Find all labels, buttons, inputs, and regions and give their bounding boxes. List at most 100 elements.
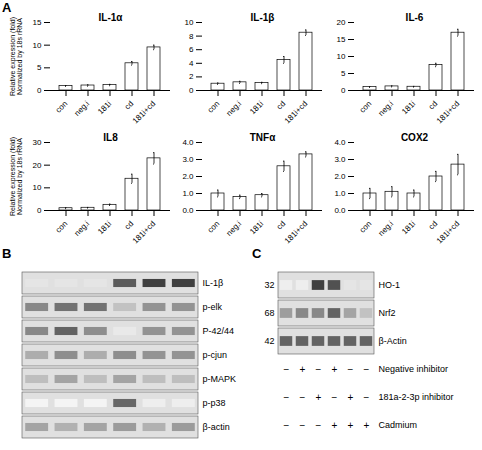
svg-text:0: 0	[37, 86, 42, 95]
svg-text:neg.i: neg.i	[225, 99, 244, 118]
svg-text:TNFα: TNFα	[250, 132, 276, 143]
svg-text:IL8: IL8	[103, 132, 118, 143]
svg-text:neg.i: neg.i	[73, 99, 92, 118]
svg-text:181i: 181i	[96, 99, 113, 116]
svg-text:4: 4	[189, 59, 194, 68]
svg-text:cd: cd	[275, 99, 287, 111]
svg-text:6: 6	[189, 45, 194, 54]
svg-text:1.0: 1.0	[182, 189, 194, 198]
svg-text:10: 10	[185, 18, 194, 27]
svg-text:con: con	[358, 99, 373, 114]
svg-text:2: 2	[189, 72, 194, 81]
svg-text:neg.i: neg.i	[377, 219, 396, 238]
svg-text:neg.i: neg.i	[73, 219, 92, 238]
svg-text:5: 5	[37, 63, 42, 72]
svg-text:con: con	[206, 99, 221, 114]
svg-text:10: 10	[337, 52, 346, 61]
svg-text:8: 8	[189, 32, 194, 41]
svg-text:con: con	[54, 219, 69, 234]
svg-text:2.0: 2.0	[182, 172, 194, 181]
svg-text:15: 15	[33, 18, 42, 27]
svg-text:0: 0	[189, 86, 194, 95]
svg-text:P-42/44: P-42/44	[203, 326, 235, 336]
svg-text:IL-1α: IL-1α	[99, 12, 124, 23]
svg-text:3.0: 3.0	[182, 155, 194, 164]
svg-text:−: −	[284, 364, 290, 375]
svg-text:+: +	[332, 364, 338, 375]
svg-text:cd: cd	[123, 219, 135, 231]
svg-text:neg.i: neg.i	[225, 219, 244, 238]
svg-text:cd: cd	[275, 219, 287, 231]
svg-text:1.0: 1.0	[334, 189, 346, 198]
svg-text:−: −	[284, 420, 290, 431]
svg-text:15: 15	[337, 35, 346, 44]
svg-text:p-elk: p-elk	[203, 302, 223, 312]
svg-text:IL-1β: IL-1β	[203, 278, 224, 288]
svg-text:−: −	[316, 420, 322, 431]
svg-text:Nrf2: Nrf2	[379, 308, 396, 318]
svg-text:−: −	[364, 364, 370, 375]
svg-text:−: −	[300, 392, 306, 403]
svg-text:32: 32	[264, 280, 274, 290]
svg-text:−: −	[332, 392, 338, 403]
svg-text:−: −	[284, 392, 290, 403]
svg-text:181i: 181i	[248, 99, 265, 116]
svg-text:181i+cd: 181i+cd	[283, 99, 309, 124]
svg-text:0: 0	[37, 206, 42, 215]
svg-text:0.0: 0.0	[334, 206, 346, 215]
svg-text:con: con	[206, 219, 221, 234]
svg-text:68: 68	[264, 308, 274, 318]
svg-text:181i+cd: 181i+cd	[131, 99, 157, 124]
svg-text:Cadmium: Cadmium	[379, 420, 418, 430]
svg-text:20: 20	[337, 18, 346, 27]
svg-text:neg.i: neg.i	[377, 99, 396, 118]
svg-text:181a-2-3p inhibitor: 181a-2-3p inhibitor	[379, 392, 454, 402]
svg-text:+: +	[348, 392, 354, 403]
svg-text:3.0: 3.0	[334, 155, 346, 164]
svg-text:−: −	[300, 420, 306, 431]
svg-text:Relative expression (fold)Norm: Relative expression (fold)Normalized by …	[9, 17, 24, 96]
svg-text:4.0: 4.0	[334, 138, 346, 147]
svg-text:+: +	[300, 364, 306, 375]
svg-text:181i+cd: 181i+cd	[131, 219, 157, 244]
svg-text:+: +	[364, 420, 370, 431]
svg-text:p-cjun: p-cjun	[203, 350, 228, 360]
svg-text:0: 0	[341, 86, 346, 95]
svg-text:COX2: COX2	[401, 132, 429, 143]
svg-text:2.0: 2.0	[334, 172, 346, 181]
svg-text:5: 5	[341, 69, 346, 78]
svg-text:cd: cd	[123, 99, 135, 111]
svg-text:4.0: 4.0	[182, 138, 194, 147]
svg-text:181i: 181i	[248, 219, 265, 236]
svg-text:β-Actin: β-Actin	[379, 336, 407, 346]
svg-text:Negative inhibitor: Negative inhibitor	[379, 364, 449, 374]
svg-text:0.0: 0.0	[182, 206, 194, 215]
svg-text:181i: 181i	[400, 99, 417, 116]
svg-text:−: −	[364, 392, 370, 403]
svg-text:181i: 181i	[96, 219, 113, 236]
svg-text:+: +	[348, 420, 354, 431]
svg-text:181i: 181i	[400, 219, 417, 236]
svg-text:10: 10	[33, 41, 42, 50]
svg-text:con: con	[358, 219, 373, 234]
svg-text:181i+cd: 181i+cd	[435, 219, 461, 244]
svg-text:cd: cd	[427, 219, 439, 231]
svg-text:HO-1: HO-1	[379, 280, 401, 290]
svg-text:+: +	[316, 392, 322, 403]
svg-text:−: −	[348, 364, 354, 375]
svg-text:con: con	[54, 99, 69, 114]
svg-text:p-p38: p-p38	[203, 398, 226, 408]
svg-text:+: +	[332, 420, 338, 431]
svg-text:10: 10	[33, 183, 42, 192]
svg-text:cd: cd	[427, 99, 439, 111]
svg-text:20: 20	[33, 161, 42, 170]
svg-text:IL-6: IL-6	[406, 12, 424, 23]
svg-text:Relative expression (fold)Norm: Relative expression (fold)Normalized by …	[9, 137, 24, 216]
svg-text:30: 30	[33, 138, 42, 147]
svg-text:42: 42	[264, 336, 274, 346]
svg-text:181i+cd: 181i+cd	[283, 219, 309, 244]
svg-text:β-actin: β-actin	[203, 422, 230, 432]
svg-text:181i+cd: 181i+cd	[435, 99, 461, 124]
svg-text:IL-1β: IL-1β	[251, 12, 275, 23]
svg-text:p-MAPK: p-MAPK	[203, 374, 237, 384]
